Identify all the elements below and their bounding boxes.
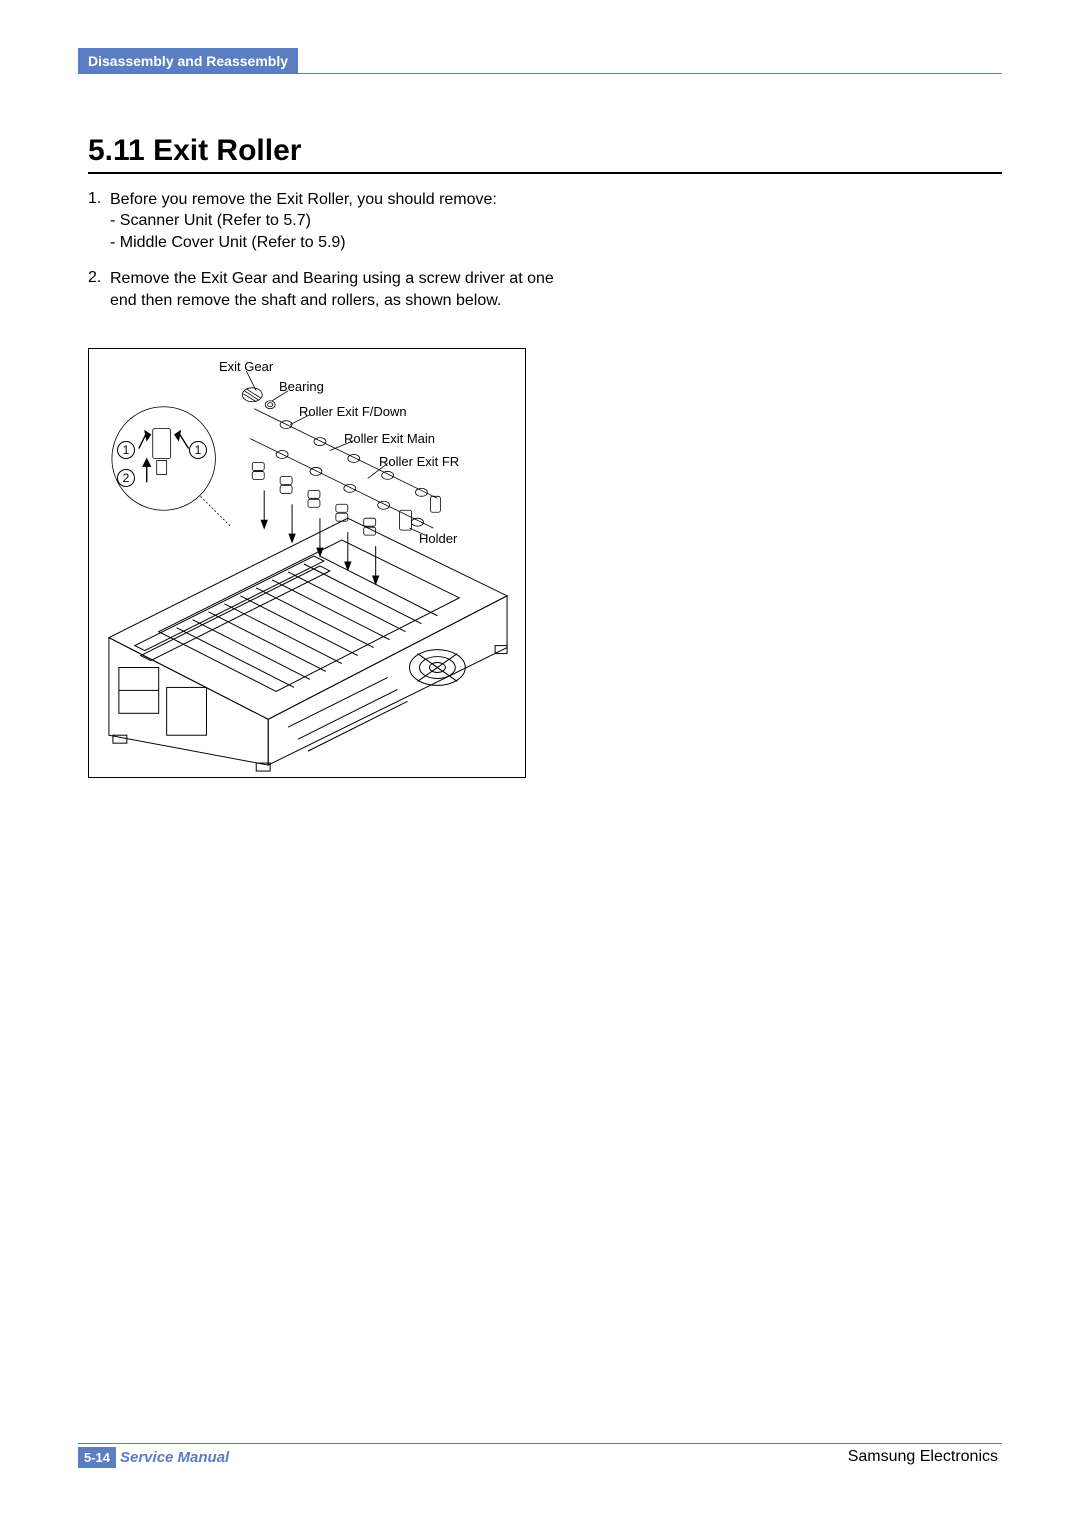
circled-2: 2: [117, 469, 135, 487]
header-rule: [78, 73, 1002, 74]
step-1-text: Before you remove the Exit Roller, you s…: [88, 189, 558, 211]
step-1-sub-b: - Middle Cover Unit (Refer to 5.9): [88, 232, 558, 254]
step-2: 2. Remove the Exit Gear and Bearing usin…: [88, 267, 558, 311]
label-roller-exit-fr: Roller Exit FR: [379, 454, 459, 469]
step-2-text: Remove the Exit Gear and Bearing using a…: [88, 268, 558, 311]
label-holder: Holder: [419, 531, 457, 546]
footer-page-number: 5-14: [78, 1447, 116, 1468]
footer-manual-label: Service Manual: [120, 1449, 229, 1466]
label-roller-exit-fdown: Roller Exit F/Down: [299, 404, 407, 419]
label-exit-gear: Exit Gear: [219, 359, 273, 374]
header-tab-label: Disassembly and Reassembly: [88, 53, 288, 69]
section-title: 5.11 Exit Roller: [88, 134, 301, 168]
label-bearing: Bearing: [279, 379, 324, 394]
step-2-number: 2.: [88, 267, 106, 289]
page-container: Disassembly and Reassembly 5.11 Exit Rol…: [78, 48, 1002, 1480]
header-tab: Disassembly and Reassembly: [78, 48, 298, 73]
body-column: 1. Before you remove the Exit Roller, yo…: [88, 188, 558, 325]
circled-1-left: 1: [117, 441, 135, 459]
title-rule: [88, 172, 1002, 174]
label-roller-exit-main: Roller Exit Main: [344, 431, 435, 446]
footer-company: Samsung Electronics: [848, 1448, 998, 1466]
circled-1-right: 1: [189, 441, 207, 459]
figure: Exit Gear Bearing Roller Exit F/Down Rol…: [88, 348, 526, 778]
step-1: 1. Before you remove the Exit Roller, yo…: [88, 188, 558, 253]
footer-rule: [78, 1443, 1002, 1444]
step-1-sub-a: - Scanner Unit (Refer to 5.7): [88, 210, 558, 232]
step-1-number: 1.: [88, 188, 106, 210]
